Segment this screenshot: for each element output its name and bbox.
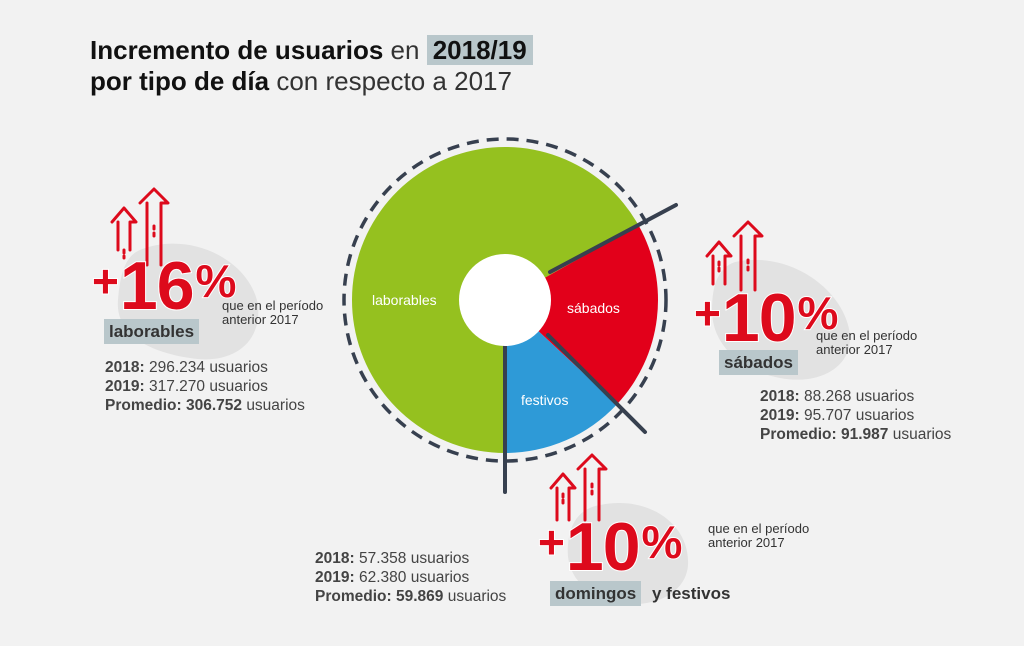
stats-row-2018: 2018: 296.234 usuarios [105,358,305,377]
stats-label-avg: Promedio: [315,588,392,605]
note-line2: anterior 2017 [816,342,893,357]
stats-row-avg: Promedio: 59.869 usuarios [315,587,506,606]
stats-festivos: 2018: 57.358 usuarios 2019: 62.380 usuar… [315,549,506,606]
stats-laborables: 2018: 296.234 usuarios 2019: 317.270 usu… [105,358,305,415]
stats-unit: usuarios [209,378,268,395]
stats-unit: usuarios [410,550,470,567]
note-line1: que en el período [708,521,810,536]
stats-row-2018: 2018: 57.358 usuarios [315,549,506,568]
slice-label-sabados: sábados [567,300,620,316]
title-line2-light: con respecto a 2017 [276,66,512,96]
increase-value-sabados: 10 [721,280,798,356]
note-line2: anterior 2017 [222,312,299,327]
increase-laborables: +16% [91,251,238,321]
pie-divider-sabados-festivos [546,333,647,434]
pie-dashed-ring [342,137,668,463]
stats-label-avg: Promedio: [760,426,837,443]
stats-unit: usuarios [410,569,470,586]
stats-value-avg: 306.752 [185,397,242,414]
stats-label-2018: 2018: [105,359,145,376]
stats-value-2019: 317.270 [148,378,205,395]
page-title: Incremento de usuarios en 2018/19 por ti… [90,35,533,97]
stats-unit: usuarios [209,359,268,376]
pie-center-hole [459,254,551,346]
arrows-up-icon-festivos [549,453,608,522]
stats-value-avg: 91.987 [840,426,889,443]
increase-sabados: +10% [693,283,840,353]
pie-slice-sabados [505,225,658,405]
note-line2: anterior 2017 [708,535,785,550]
stats-label-2019: 2019: [105,378,145,395]
note-laborables: que en el período anterior 2017 [222,299,323,327]
slice-label-laborables: laborables [372,292,437,308]
pie-slice-festivos [505,300,617,453]
stats-row-2019: 2019: 317.270 usuarios [105,377,305,396]
stats-row-2019: 2019: 95.707 usuarios [760,406,951,425]
stats-label-2019: 2019: [760,407,800,424]
title-line1-light: en [390,35,420,65]
percent-sign: % [195,255,238,307]
title-line2-bold: por tipo de día [90,66,270,96]
stats-row-avg: Promedio: 306.752 usuarios [105,396,305,415]
stats-value-2018: 57.358 [358,550,407,567]
increase-festivos: +10% [537,512,684,582]
tag-festivos-suffix: y festivos [652,584,731,603]
stats-row-2019: 2019: 62.380 usuarios [315,568,506,587]
tag-festivos: domingos [550,581,642,606]
increase-value-festivos: 10 [565,509,642,585]
note-sabados: que en el período anterior 2017 [816,329,917,357]
pie-divider-laborables-sabados [548,203,678,274]
note-festivos: que en el período anterior 2017 [708,522,809,550]
stats-row-avg: Promedio: 91.987 usuarios [760,425,951,444]
tag-laborables: laborables [104,319,200,344]
increase-value-laborables: 16 [119,248,196,324]
stats-unit: usuarios [246,397,305,414]
arrows-up-icon-sabados [705,220,764,292]
stats-sabados: 2018: 88.268 usuarios 2019: 95.707 usuar… [760,387,951,444]
stats-label-avg: Promedio: [105,397,182,414]
stats-unit: usuarios [855,388,915,405]
stats-label-2018: 2018: [315,550,355,567]
stats-label-2018: 2018: [760,388,800,405]
stats-value-2019: 95.707 [803,407,852,424]
plus-sign: + [693,287,722,339]
stats-unit: usuarios [892,426,952,443]
note-line1: que en el período [816,328,918,343]
tag-sabados: sábados [719,350,798,375]
note-line1: que en el período [222,298,324,313]
percent-sign: % [641,516,684,568]
stats-unit: usuarios [855,407,915,424]
stats-unit: usuarios [447,588,507,605]
plus-sign: + [537,516,566,568]
stats-value-2018: 296.234 [148,359,205,376]
stats-value-2019: 62.380 [358,569,407,586]
stats-row-2018: 2018: 88.268 usuarios [760,387,951,406]
slice-label-festivos: festivos [521,392,569,408]
blob-festivos [567,503,689,605]
blob-sabados [712,259,851,380]
arrows-up-icon-laborables [110,187,170,267]
percent-sign: % [797,287,840,339]
stats-value-avg: 59.869 [395,588,444,605]
title-year-highlight: 2018/19 [426,35,533,65]
stats-label-2019: 2019: [315,569,355,586]
plus-sign: + [91,255,120,307]
title-line1-bold: Incremento de usuarios [90,35,384,65]
stats-value-2018: 88.268 [803,388,852,405]
